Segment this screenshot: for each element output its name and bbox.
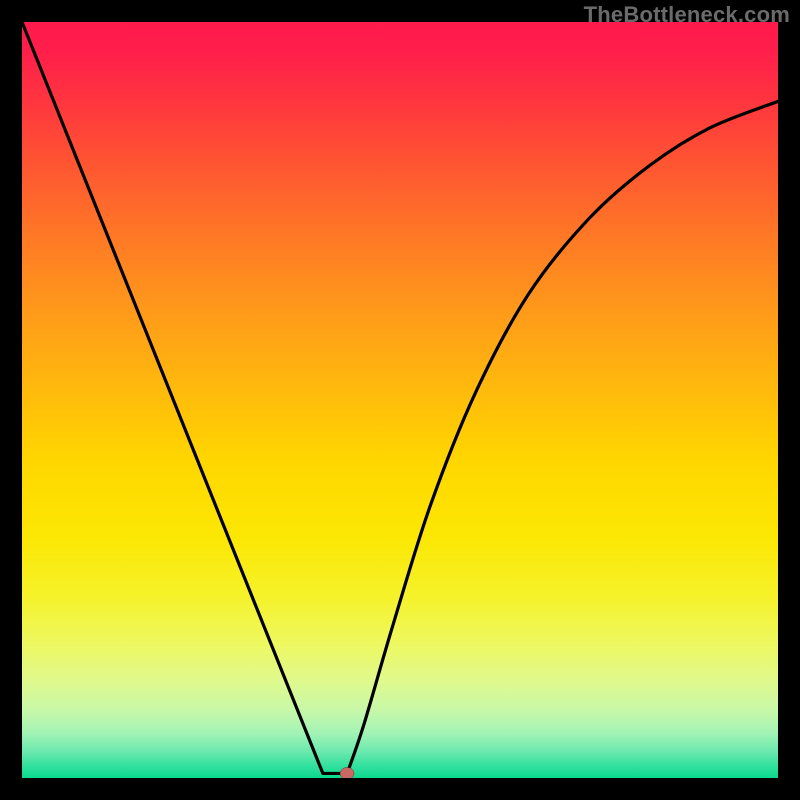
bottleneck-curve <box>22 22 778 773</box>
plot-area <box>22 22 778 778</box>
curve-layer <box>22 22 778 778</box>
optimum-marker <box>340 767 354 778</box>
watermark-text: TheBottleneck.com <box>584 2 790 28</box>
